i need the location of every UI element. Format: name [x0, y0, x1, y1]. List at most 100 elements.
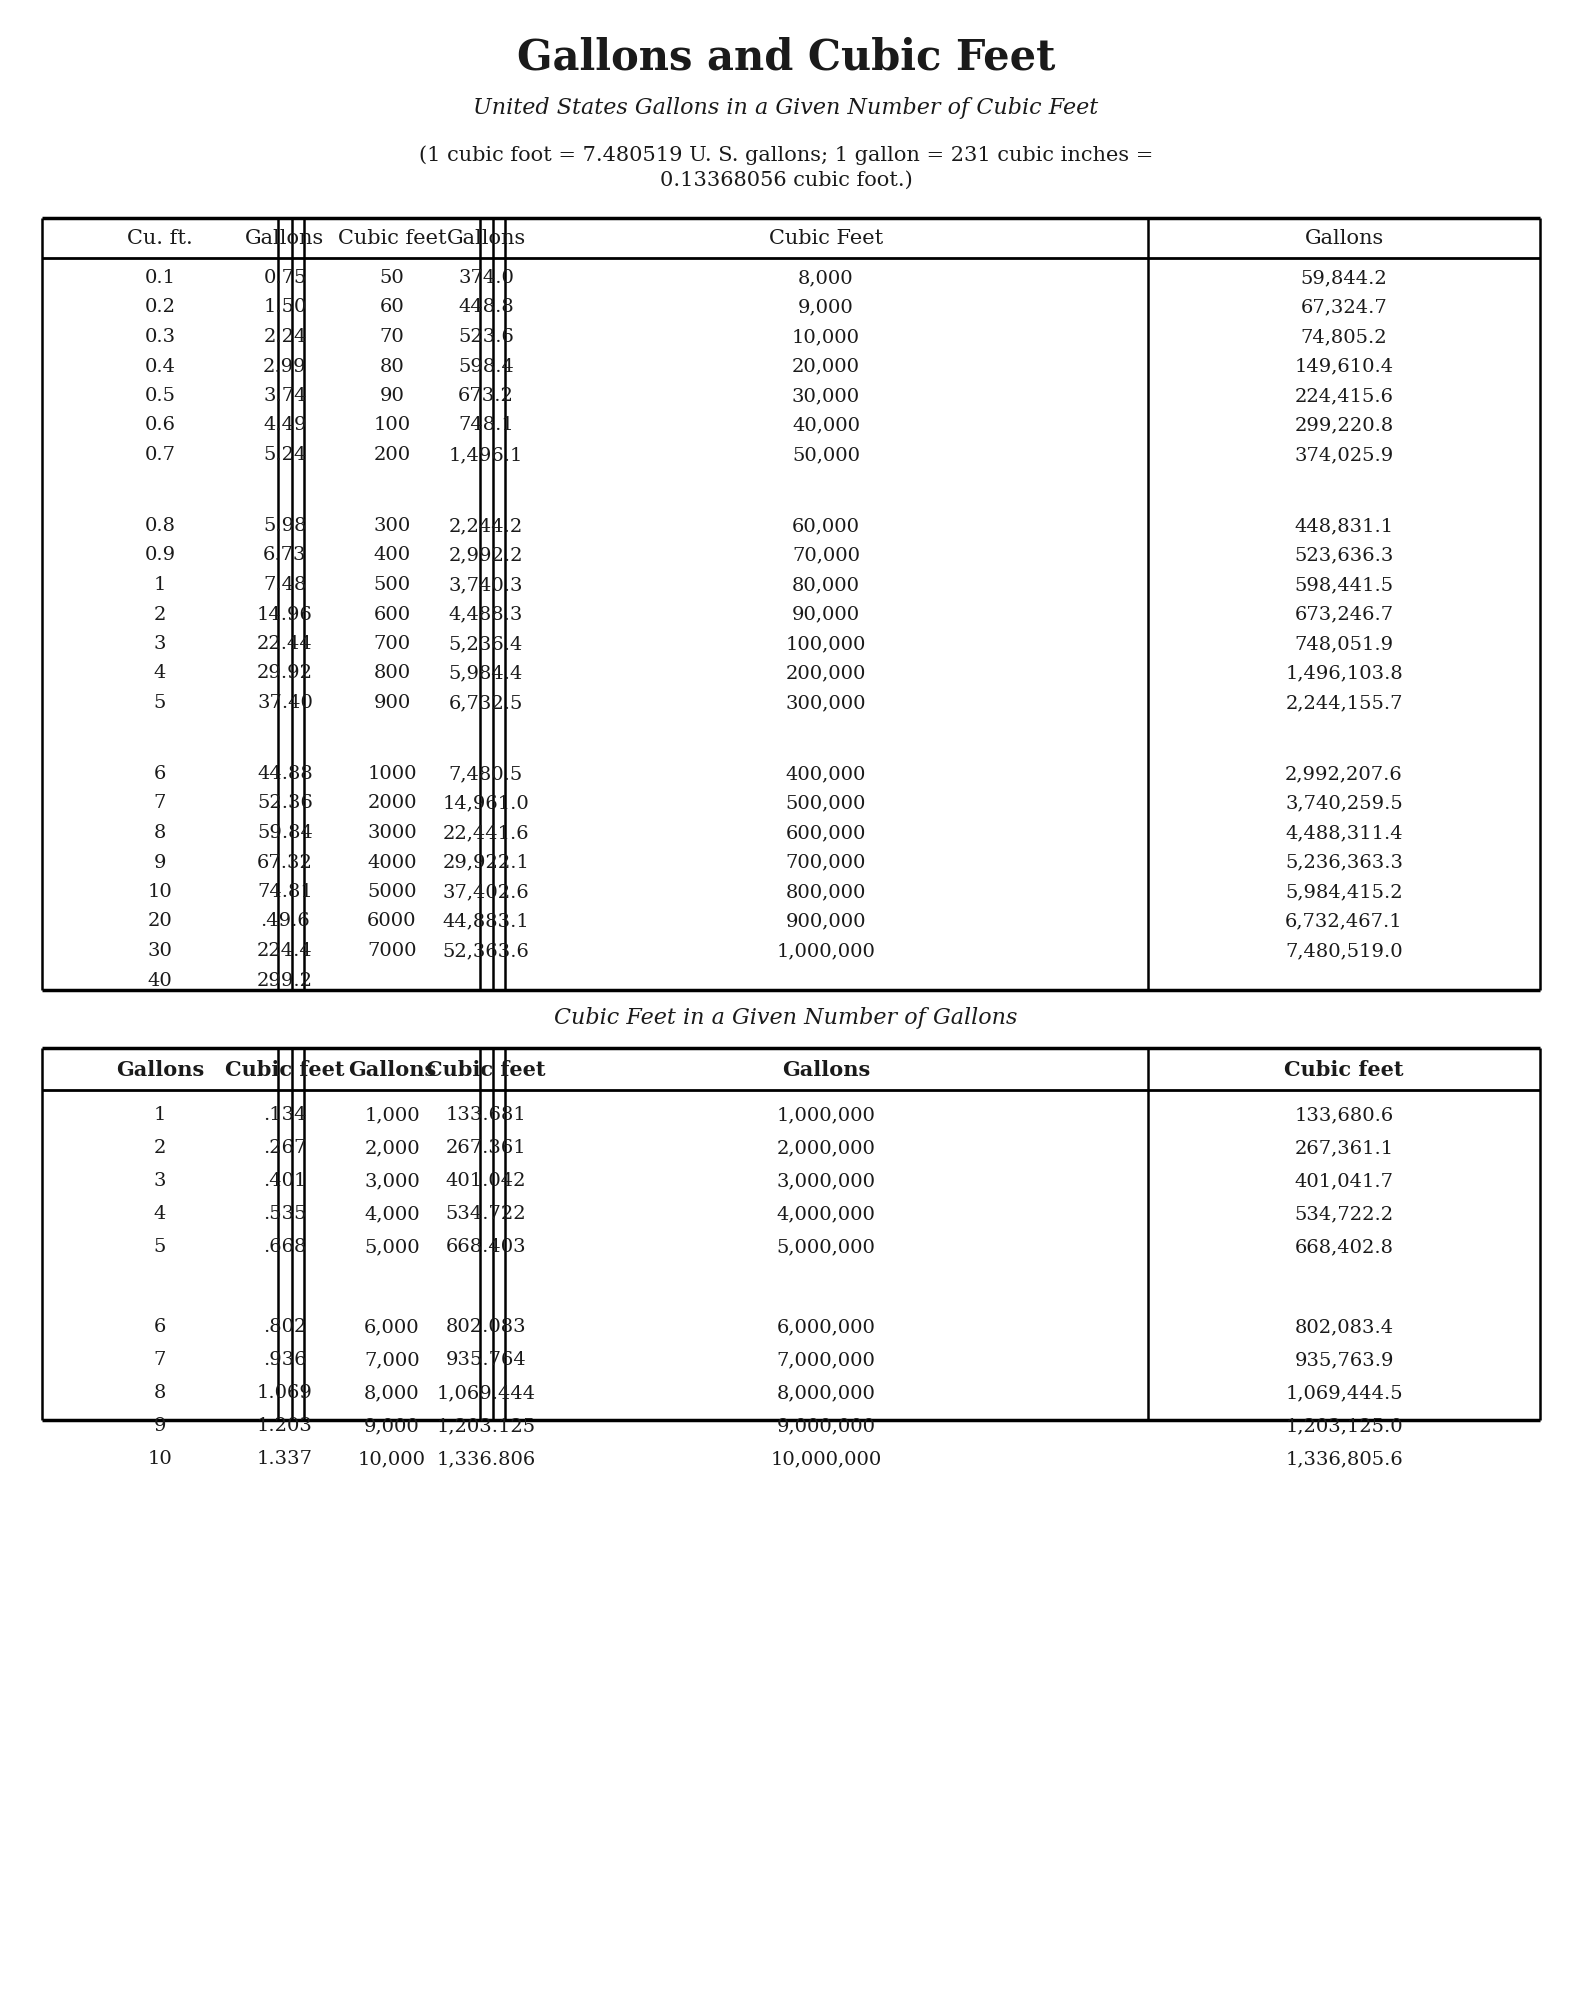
Text: 0.4: 0.4	[145, 358, 176, 376]
Text: 8: 8	[154, 1384, 167, 1402]
Text: 448,831.1: 448,831.1	[1294, 516, 1393, 534]
Text: 0.2: 0.2	[145, 298, 176, 316]
Text: 802.083: 802.083	[446, 1318, 527, 1336]
Text: Cu. ft.: Cu. ft.	[127, 228, 193, 248]
Text: 4: 4	[154, 664, 167, 682]
Text: 668.403: 668.403	[446, 1238, 527, 1256]
Text: 5: 5	[154, 694, 167, 712]
Text: 29,922.1: 29,922.1	[443, 854, 530, 872]
Text: 60,000: 60,000	[792, 516, 860, 534]
Text: 4000: 4000	[368, 854, 417, 872]
Text: 700: 700	[374, 636, 410, 652]
Text: 10,000,000: 10,000,000	[770, 1450, 882, 1468]
Text: 4.49: 4.49	[263, 416, 307, 434]
Text: 44,883.1: 44,883.1	[443, 912, 530, 930]
Text: 374.0: 374.0	[457, 268, 514, 286]
Text: 673.2: 673.2	[457, 388, 514, 404]
Text: 9: 9	[154, 854, 167, 872]
Text: 59,844.2: 59,844.2	[1300, 268, 1388, 286]
Text: 52.36: 52.36	[258, 794, 313, 812]
Text: 7,480.5: 7,480.5	[450, 764, 523, 782]
Text: 224,415.6: 224,415.6	[1294, 388, 1393, 404]
Text: 20: 20	[148, 912, 173, 930]
Text: 29.92: 29.92	[256, 664, 313, 682]
Text: 90,000: 90,000	[792, 606, 860, 624]
Text: .267: .267	[264, 1140, 307, 1156]
Text: 1,336.806: 1,336.806	[437, 1450, 536, 1468]
Text: 299.2: 299.2	[256, 972, 313, 990]
Text: 3: 3	[154, 636, 167, 652]
Text: 50: 50	[379, 268, 404, 286]
Text: 200,000: 200,000	[786, 664, 866, 682]
Text: 7: 7	[154, 794, 167, 812]
Text: 900: 900	[374, 694, 410, 712]
Text: 6: 6	[154, 1318, 167, 1336]
Text: 4,000: 4,000	[365, 1204, 420, 1222]
Text: 598,441.5: 598,441.5	[1294, 576, 1393, 594]
Text: 802,083.4: 802,083.4	[1294, 1318, 1393, 1336]
Text: 2.24: 2.24	[264, 328, 307, 346]
Text: 534,722.2: 534,722.2	[1294, 1204, 1393, 1222]
Text: 30: 30	[148, 942, 173, 960]
Text: 6,000: 6,000	[365, 1318, 420, 1336]
Text: 1.50: 1.50	[264, 298, 307, 316]
Text: 668,402.8: 668,402.8	[1294, 1238, 1393, 1256]
Text: 299,220.8: 299,220.8	[1294, 416, 1394, 434]
Text: 67,324.7: 67,324.7	[1300, 298, 1388, 316]
Text: 7.48: 7.48	[264, 576, 307, 594]
Text: 52,363.6: 52,363.6	[443, 942, 530, 960]
Text: 5.98: 5.98	[263, 516, 307, 534]
Text: 5: 5	[154, 1238, 167, 1256]
Text: 900,000: 900,000	[786, 912, 866, 930]
Text: 0.9: 0.9	[145, 546, 176, 564]
Text: 2,244.2: 2,244.2	[450, 516, 523, 534]
Text: 5,984.4: 5,984.4	[450, 664, 523, 682]
Text: .668: .668	[264, 1238, 307, 1256]
Text: 8,000: 8,000	[365, 1384, 420, 1402]
Text: 10: 10	[148, 1450, 173, 1468]
Text: 600: 600	[374, 606, 410, 624]
Text: 523.6: 523.6	[457, 328, 514, 346]
Text: 1000: 1000	[368, 764, 417, 782]
Text: 7000: 7000	[368, 942, 417, 960]
Text: 748,051.9: 748,051.9	[1294, 636, 1393, 652]
Text: 6,732.5: 6,732.5	[450, 694, 523, 712]
Text: 60: 60	[379, 298, 404, 316]
Text: 200: 200	[374, 446, 410, 464]
Text: 7,000: 7,000	[365, 1352, 420, 1368]
Text: 44.88: 44.88	[258, 764, 313, 782]
Text: 5,236,363.3: 5,236,363.3	[1284, 854, 1402, 872]
Text: Cubic feet: Cubic feet	[225, 1060, 344, 1080]
Text: .936: .936	[263, 1352, 307, 1368]
Text: 5,000,000: 5,000,000	[777, 1238, 876, 1256]
Text: 500,000: 500,000	[786, 794, 866, 812]
Text: 6.73: 6.73	[263, 546, 307, 564]
Text: 40,000: 40,000	[792, 416, 860, 434]
Text: 8: 8	[154, 824, 167, 842]
Text: 0.5: 0.5	[145, 388, 176, 404]
Text: .134: .134	[263, 1106, 307, 1124]
Text: 4: 4	[154, 1204, 167, 1222]
Text: 37.40: 37.40	[258, 694, 313, 712]
Text: 6: 6	[154, 764, 167, 782]
Text: 700,000: 700,000	[786, 854, 866, 872]
Text: 8,000: 8,000	[799, 268, 854, 286]
Text: 0.8: 0.8	[145, 516, 176, 534]
Text: 5.24: 5.24	[264, 446, 307, 464]
Text: 70: 70	[379, 328, 404, 346]
Text: 2,000,000: 2,000,000	[777, 1140, 876, 1156]
Text: 3.74: 3.74	[263, 388, 307, 404]
Text: 4,488.3: 4,488.3	[450, 606, 523, 624]
Text: 50,000: 50,000	[792, 446, 860, 464]
Text: 4,000,000: 4,000,000	[777, 1204, 876, 1222]
Text: 1,203.125: 1,203.125	[437, 1416, 536, 1436]
Text: .49.6: .49.6	[259, 912, 310, 930]
Text: 374,025.9: 374,025.9	[1294, 446, 1394, 464]
Text: 133,680.6: 133,680.6	[1294, 1106, 1394, 1124]
Text: 2.99: 2.99	[263, 358, 307, 376]
Text: 22.44: 22.44	[258, 636, 313, 652]
Text: 6000: 6000	[368, 912, 417, 930]
Text: Cubic Feet in a Given Number of Gallons: Cubic Feet in a Given Number of Gallons	[555, 1008, 1017, 1028]
Text: 748.1: 748.1	[457, 416, 514, 434]
Text: 0.13368056 cubic foot.): 0.13368056 cubic foot.)	[660, 170, 912, 190]
